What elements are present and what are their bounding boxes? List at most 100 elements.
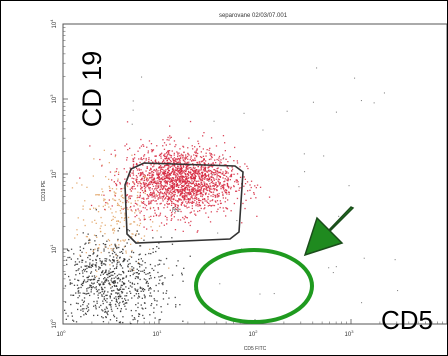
scatter-point	[188, 138, 189, 139]
scatter-point	[160, 319, 161, 320]
scatter-point	[115, 276, 116, 277]
scatter-point	[151, 177, 152, 178]
scatter-point	[212, 181, 213, 182]
scatter-point	[166, 186, 167, 187]
scatter-point	[217, 159, 218, 160]
scatter-point	[129, 230, 130, 231]
scatter-point	[131, 155, 132, 156]
scatter-point	[151, 160, 152, 161]
scatter-point	[80, 287, 81, 288]
scatter-point	[123, 278, 124, 279]
scatter-point	[109, 276, 110, 277]
scatter-point	[186, 185, 187, 186]
scatter-point	[149, 249, 150, 250]
scatter-point	[73, 253, 74, 254]
scatter-point	[182, 281, 183, 282]
scatter-point	[116, 168, 117, 169]
scatter-point	[316, 67, 317, 68]
scatter-point	[121, 308, 122, 309]
scatter-point	[191, 160, 192, 161]
scatter-point	[183, 231, 184, 232]
scatter-point	[87, 305, 88, 306]
scatter-point	[118, 261, 119, 262]
scatter-point	[103, 317, 104, 318]
scatter-point	[158, 177, 159, 178]
scatter-point	[233, 174, 234, 175]
scatter-point	[198, 143, 199, 144]
scatter-point	[83, 276, 84, 277]
scatter-point	[88, 240, 89, 241]
scatter-point	[131, 209, 132, 210]
scatter-point	[217, 170, 218, 171]
scatter-point	[110, 304, 111, 305]
scatter-point	[86, 265, 87, 266]
scatter-point	[194, 172, 195, 173]
scatter-point	[111, 309, 112, 310]
scatter-point	[80, 250, 81, 251]
scatter-point	[177, 153, 178, 154]
scatter-point	[144, 180, 145, 181]
scatter-point	[274, 293, 275, 294]
scatter-point	[75, 264, 76, 265]
scatter-point	[143, 199, 144, 200]
scatter-point	[150, 202, 151, 203]
scatter-point	[116, 188, 117, 189]
scatter-point	[201, 161, 202, 162]
scatter-point	[195, 191, 196, 192]
scatter-point	[217, 190, 218, 191]
scatter-point	[175, 204, 176, 205]
scatter-point	[136, 164, 137, 165]
scatter-point	[148, 150, 149, 151]
scatter-point	[72, 187, 73, 188]
scatter-point	[150, 208, 151, 209]
scatter-point	[88, 234, 89, 235]
scatter-point	[105, 246, 106, 247]
scatter-point	[100, 260, 101, 261]
scatter-point	[159, 197, 160, 198]
scatter-point	[118, 230, 119, 231]
scatter-point	[135, 235, 136, 236]
scatter-point	[214, 188, 215, 189]
scatter-point	[144, 178, 145, 179]
scatter-point	[167, 188, 168, 189]
scatter-point	[220, 186, 221, 187]
scatter-point	[101, 194, 102, 195]
scatter-point	[227, 185, 228, 186]
scatter-point	[152, 188, 153, 189]
scatter-point	[171, 137, 172, 138]
scatter-point	[91, 285, 92, 286]
scatter-point	[159, 280, 160, 281]
scatter-point	[140, 158, 141, 159]
scatter-point	[158, 207, 159, 208]
scatter-point	[179, 180, 180, 181]
scatter-point	[132, 178, 133, 179]
scatter-point	[81, 184, 82, 185]
scatter-point	[199, 202, 200, 203]
scatter-point	[87, 277, 88, 278]
scatter-point	[230, 176, 231, 177]
scatter-point	[141, 146, 142, 147]
scatter-point	[113, 282, 114, 283]
scatter-point	[177, 189, 178, 190]
scatter-point	[185, 156, 186, 157]
scatter-point	[132, 161, 133, 162]
scatter-point	[127, 209, 128, 210]
scatter-point	[190, 177, 191, 178]
scatter-point	[101, 265, 102, 266]
scatter-point	[94, 220, 95, 221]
scatter-point	[180, 194, 181, 195]
scatter-point	[114, 230, 115, 231]
scatter-point	[177, 183, 178, 184]
scatter-point	[89, 287, 90, 288]
scatter-point	[153, 248, 154, 249]
scatter-point	[174, 153, 175, 154]
scatter-point	[204, 185, 205, 186]
scatter-point	[100, 225, 101, 226]
scatter-point	[140, 188, 141, 189]
scatter-point	[111, 244, 112, 245]
scatter-point	[175, 192, 176, 193]
scatter-point	[163, 167, 164, 168]
scatter-point	[155, 156, 156, 157]
scatter-point	[138, 259, 139, 260]
scatter-point	[179, 160, 180, 161]
